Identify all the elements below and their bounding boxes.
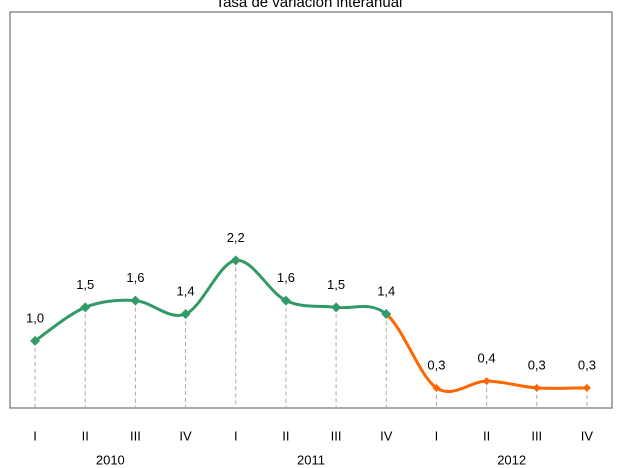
line-segment xyxy=(135,299,187,317)
data-label: 1,4 xyxy=(177,283,195,298)
data-label: 0,3 xyxy=(578,357,596,372)
x-tick-label: I xyxy=(33,428,37,443)
marker xyxy=(582,383,591,392)
x-tick-label: IV xyxy=(179,428,192,443)
data-label: 1,0 xyxy=(26,310,44,325)
marker xyxy=(230,255,241,266)
marker xyxy=(180,309,191,320)
marker xyxy=(30,335,41,346)
x-group-label: 2012 xyxy=(497,452,526,467)
marker xyxy=(482,377,491,386)
x-tick-label: I xyxy=(435,428,439,443)
line-segment xyxy=(385,312,438,390)
x-tick-label: IV xyxy=(380,428,393,443)
data-label: 2,2 xyxy=(227,230,245,245)
marker xyxy=(532,383,541,392)
data-label: 0,3 xyxy=(427,357,445,372)
marker xyxy=(130,295,141,306)
data-label: 0,4 xyxy=(478,351,496,366)
line-segment xyxy=(285,299,337,309)
marker xyxy=(381,309,392,320)
x-tick-label: II xyxy=(282,428,289,443)
line-segment xyxy=(84,298,136,309)
line-segment xyxy=(335,304,388,316)
line-segment xyxy=(486,379,537,390)
x-tick-label: III xyxy=(130,428,141,443)
x-tick-label: III xyxy=(531,428,542,443)
data-label: 1,5 xyxy=(327,277,345,292)
data-label: 1,5 xyxy=(76,277,94,292)
line-segment xyxy=(235,258,287,302)
x-tick-label: II xyxy=(82,428,89,443)
x-group-label: 2010 xyxy=(96,452,125,467)
line-segment xyxy=(435,379,487,394)
marker xyxy=(80,302,91,313)
marker xyxy=(432,383,441,392)
data-label: 0,3 xyxy=(528,357,546,372)
data-label: 1,6 xyxy=(126,270,144,285)
marker xyxy=(331,302,342,313)
x-group-label: 2011 xyxy=(297,452,325,467)
chart-title: Tasa de variación interanual xyxy=(216,0,403,11)
x-tick-label: II xyxy=(483,428,490,443)
data-label: 1,6 xyxy=(277,270,295,285)
x-tick-label: III xyxy=(331,428,342,443)
data-label: 1,4 xyxy=(377,283,395,298)
x-tick-label: IV xyxy=(581,428,594,443)
plot-frame xyxy=(9,11,613,409)
line-segment xyxy=(184,258,237,316)
marker xyxy=(280,295,291,306)
x-tick-label: I xyxy=(234,428,238,443)
